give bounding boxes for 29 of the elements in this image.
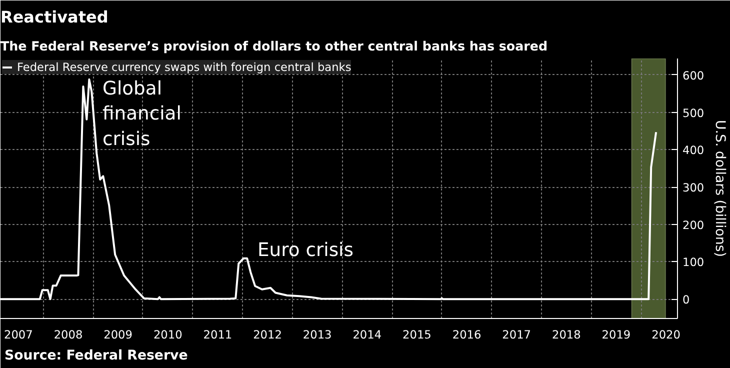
x-tick-label: 2013	[302, 328, 332, 342]
x-tick-label: 2014	[352, 328, 382, 342]
x-tick-label: 2011	[203, 328, 232, 342]
x-tick-label: 2015	[402, 328, 432, 342]
x-tick-label: 2017	[502, 328, 532, 342]
y-tick-label: 200	[682, 218, 704, 232]
y-axis-title: U.S. dollars (billions)	[712, 120, 728, 258]
chart-subtitle: The Federal Reserve’s provision of dollars to other central banks has soared	[0, 38, 548, 54]
x-tick-label: 2007	[4, 328, 33, 342]
x-tick-label: 2009	[104, 328, 132, 342]
x-tick-label: 2012	[253, 328, 282, 342]
x-tick-label: 2016	[452, 328, 482, 342]
y-tick-label: 400	[682, 143, 704, 158]
x-tick-label: 2020	[652, 328, 680, 342]
x-tick-label: 2018	[552, 328, 581, 342]
y-tick-label: 100	[682, 255, 704, 270]
annotation: Euro crisis	[258, 240, 354, 261]
x-tick-label: 2008	[54, 328, 83, 342]
line-series	[0, 78, 658, 300]
x-tick-label: 2010	[153, 328, 182, 342]
legend-label: Federal Reserve currency swaps with foreign central banks	[17, 60, 352, 74]
y-tick-label: 0	[682, 292, 690, 307]
chart-title: Reactivated	[0, 8, 108, 26]
y-tick-label: 300	[682, 180, 704, 195]
annotation: Global financial crisis	[102, 78, 182, 150]
y-tick-label: 600	[682, 68, 704, 82]
y-tick-label: 500	[682, 106, 704, 120]
source-note: Source: Federal Reserve	[4, 348, 188, 364]
x-tick-label: 2019	[602, 328, 631, 342]
